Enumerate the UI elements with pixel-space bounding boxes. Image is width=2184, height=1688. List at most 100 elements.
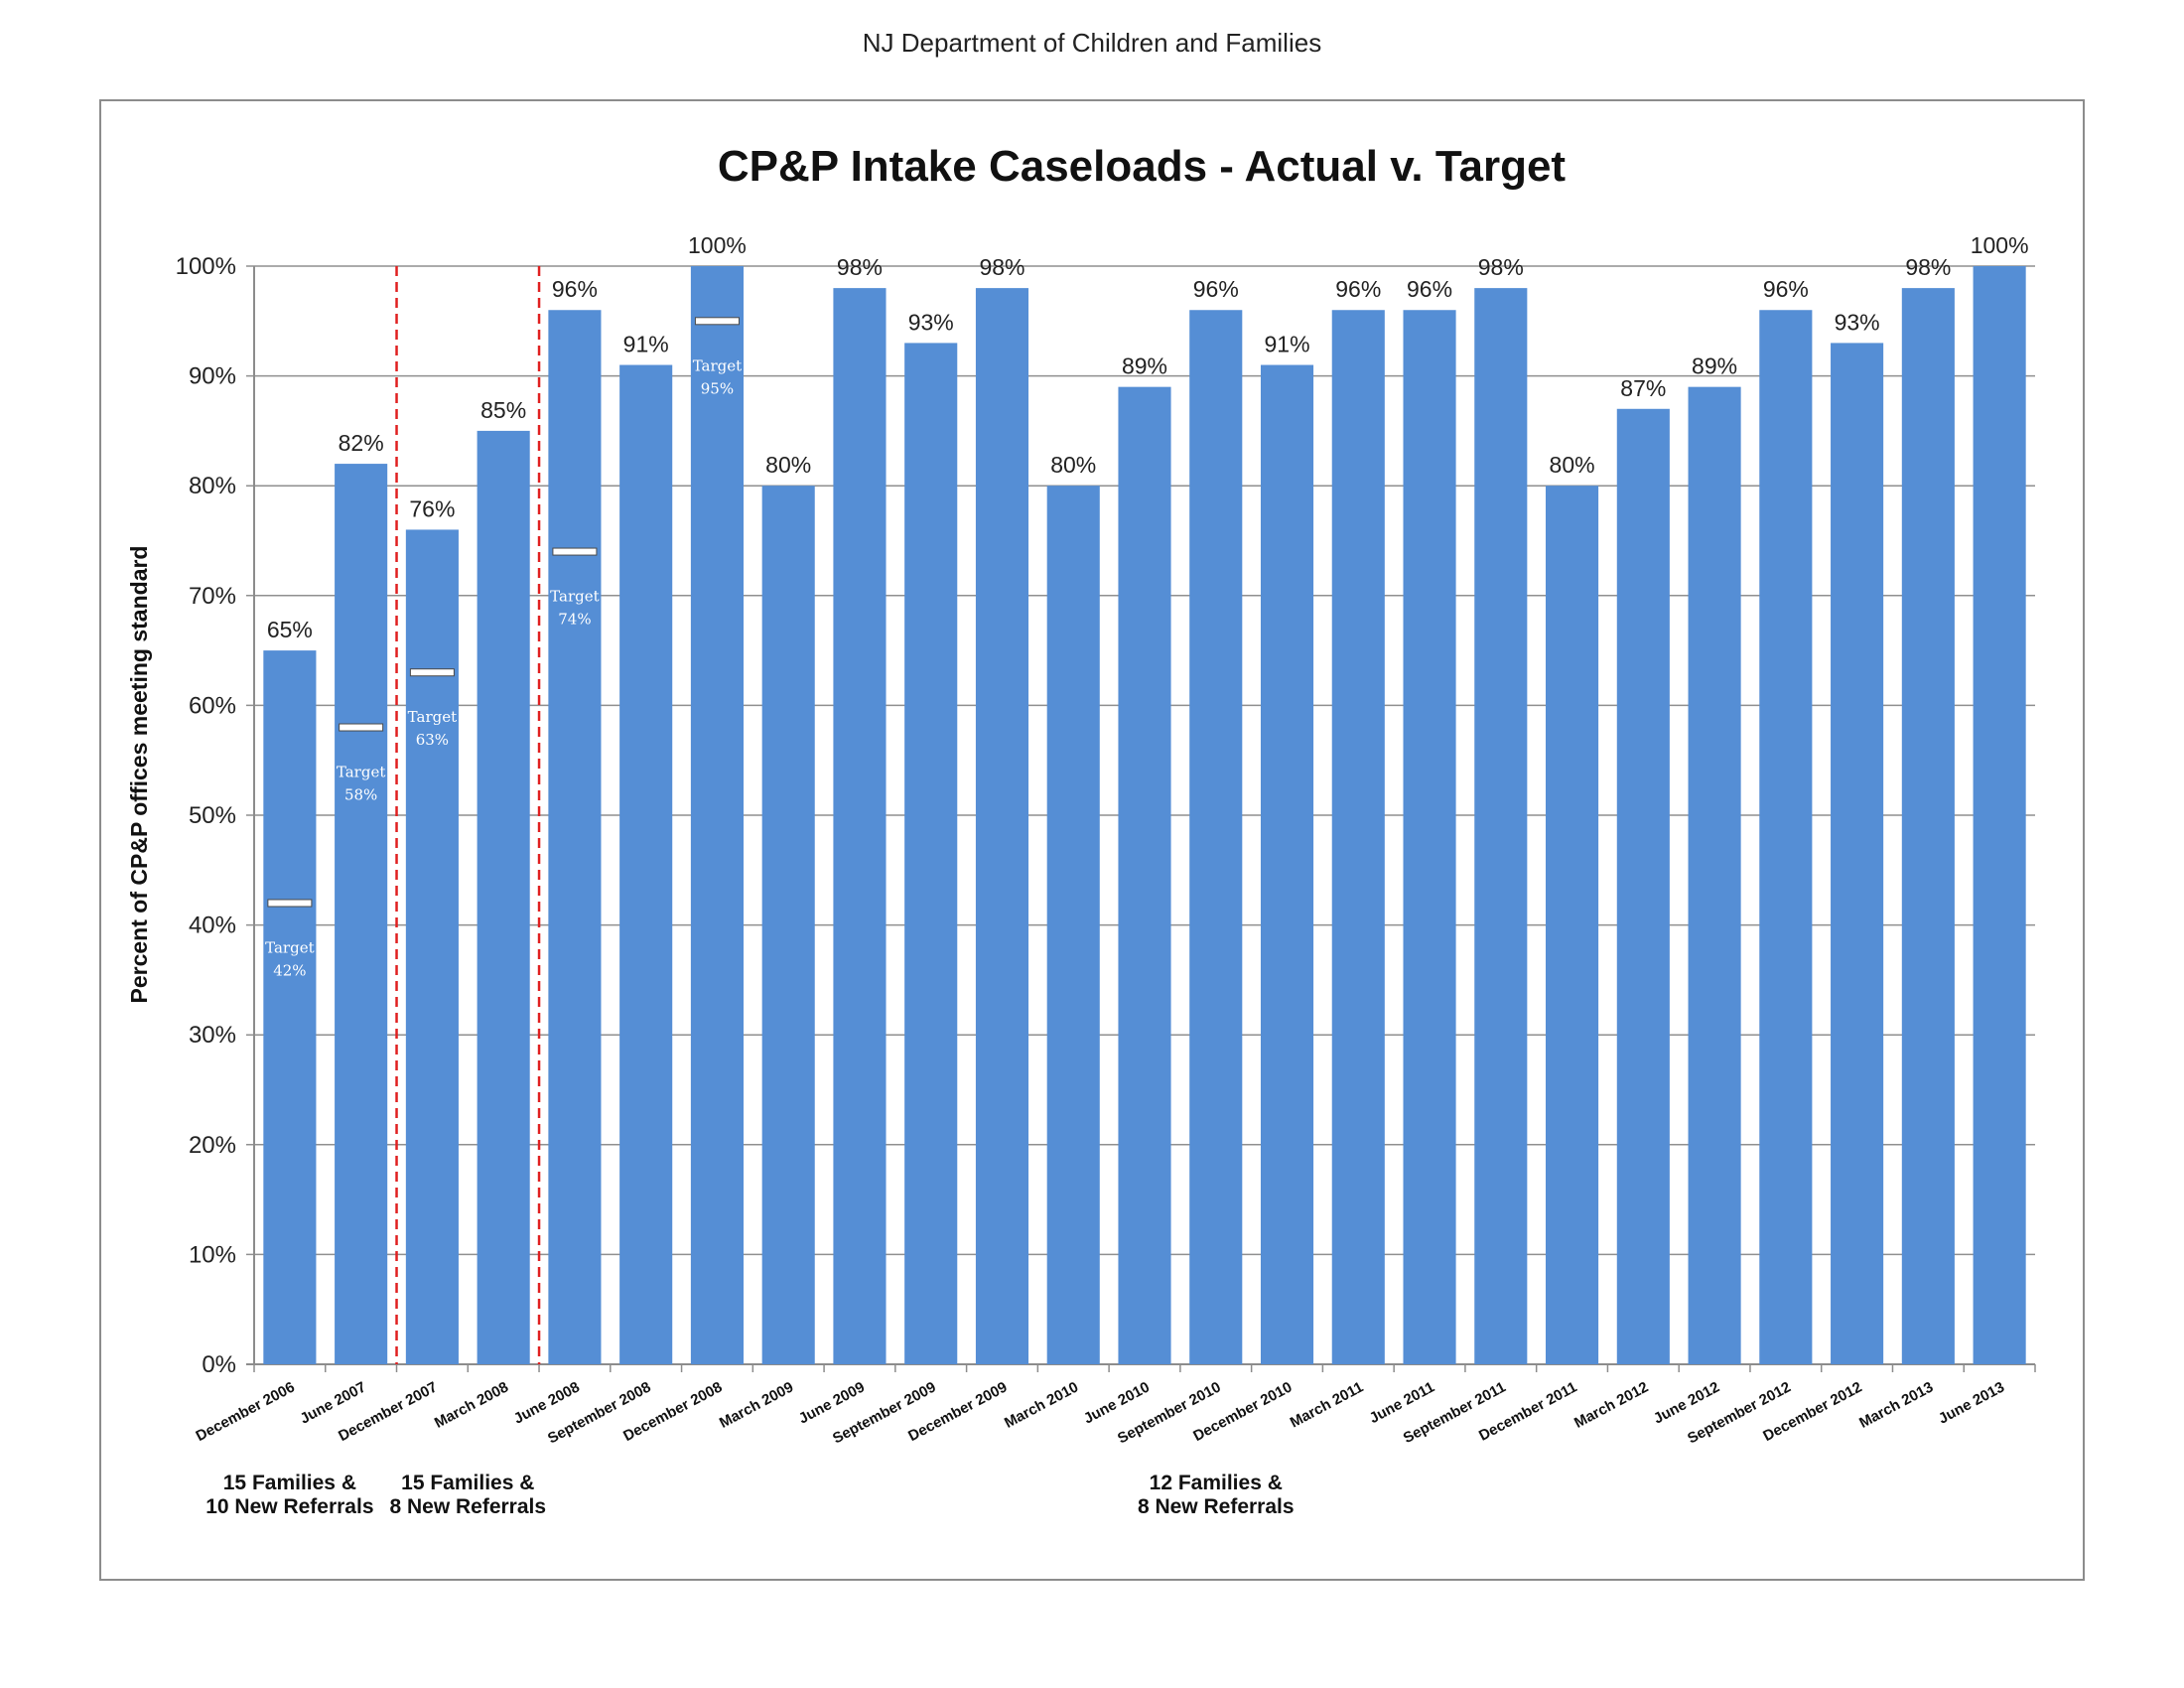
dividers-layer [395, 266, 541, 1364]
target-value-label: 95% [701, 379, 734, 397]
data-label: 80% [1050, 452, 1096, 478]
category-label: March 2013 [1856, 1379, 1936, 1432]
chart-title: CP&P Intake Caseloads - Actual v. Target [718, 142, 1567, 191]
target-word-label: Target [337, 764, 385, 781]
y-tick-label: 40% [189, 913, 236, 939]
target-word-label: Target [408, 708, 457, 726]
group-label: 10 New Referrals [205, 1495, 373, 1518]
bar [548, 310, 602, 1364]
bar [1759, 310, 1813, 1364]
bar [975, 288, 1029, 1364]
target-value-label: 42% [273, 961, 306, 979]
target-word-label: Target [693, 356, 742, 374]
y-tick-label: 80% [189, 473, 236, 499]
target-marker [267, 899, 313, 908]
bar [1901, 288, 1955, 1364]
bar [1973, 266, 2026, 1364]
bar [1118, 386, 1171, 1364]
category-label: March 2009 [717, 1379, 796, 1432]
data-label: 98% [837, 254, 883, 280]
data-label: 96% [1335, 276, 1381, 302]
data-label: 85% [480, 397, 526, 423]
data-label: 98% [1905, 254, 1951, 280]
y-tick-label: 50% [189, 802, 236, 829]
group-label: 12 Families & [1150, 1472, 1283, 1494]
group-label: 15 Families & [223, 1472, 356, 1494]
target-word-label: Target [265, 938, 314, 956]
data-label: 76% [409, 495, 455, 521]
bar [1331, 310, 1385, 1364]
data-label: 87% [1620, 375, 1666, 401]
group-label: 15 Families & [401, 1472, 534, 1494]
data-label: 93% [1835, 309, 1880, 335]
bar [405, 529, 459, 1364]
target-marker [409, 668, 455, 677]
target-marker [339, 723, 384, 732]
bars-layer [263, 266, 2026, 1365]
page-header: NJ Department of Children and Families [862, 28, 1322, 58]
category-label: March 2011 [1288, 1379, 1366, 1432]
y-axis-label: Percent of CP&P offices meeting standard [126, 546, 152, 1004]
y-tick-label: 20% [189, 1132, 236, 1159]
bar [263, 650, 317, 1364]
bar [1046, 486, 1100, 1364]
target-word-label: Target [550, 588, 599, 606]
bar [1831, 343, 1884, 1364]
group-label: 8 New Referrals [389, 1495, 546, 1518]
chart-frame [99, 99, 2085, 1581]
category-label: March 2008 [432, 1379, 511, 1432]
data-label: 82% [339, 430, 384, 456]
data-label: 65% [267, 617, 313, 642]
data-label: 89% [1692, 353, 1737, 379]
target-value-label: 63% [416, 731, 449, 749]
category-label: June 2013 [1936, 1379, 2007, 1428]
bar [477, 430, 530, 1364]
bar [1616, 408, 1670, 1364]
bar [904, 343, 958, 1364]
data-label: 91% [623, 332, 669, 357]
y-tick-label: 30% [189, 1022, 236, 1049]
data-label: 93% [908, 309, 954, 335]
y-tick-label: 90% [189, 363, 236, 390]
bar [833, 288, 887, 1364]
y-tick-label: 60% [189, 692, 236, 719]
group-label: 8 New Referrals [1138, 1495, 1295, 1518]
target-marker [552, 547, 598, 556]
data-label: 96% [1407, 276, 1452, 302]
data-label: 98% [979, 254, 1024, 280]
data-label: 96% [1193, 276, 1239, 302]
data-label: 80% [1550, 452, 1595, 478]
category-label: December 2006 [194, 1379, 298, 1446]
target-marker [694, 317, 740, 326]
targets-layer: Target 42% Target 58% Target 63% Target 74% Targ… [265, 317, 742, 979]
bar [1260, 364, 1314, 1364]
bar [1189, 310, 1243, 1364]
bar [335, 464, 388, 1365]
data-label: 96% [552, 276, 598, 302]
bar [761, 486, 815, 1364]
y-tick-label: 100% [176, 253, 236, 280]
category-label: March 2010 [1002, 1379, 1081, 1432]
target-value-label: 74% [558, 611, 591, 629]
data-label: 80% [765, 452, 811, 478]
bar [690, 266, 744, 1364]
bar [1403, 310, 1456, 1364]
data-label: 96% [1763, 276, 1809, 302]
target-value-label: 58% [344, 786, 377, 804]
data-label: 91% [1264, 332, 1309, 357]
y-tick-label: 70% [189, 583, 236, 610]
data-label: 98% [1478, 254, 1524, 280]
data-label: 89% [1122, 353, 1167, 379]
data-label: 100% [688, 232, 747, 258]
data-label: 100% [1971, 232, 2029, 258]
bar [1546, 486, 1599, 1364]
bar [1474, 288, 1528, 1364]
y-tick-label: 10% [189, 1241, 236, 1268]
axis-layer: 0% 10% 20% 30% 40% 50% 60% 70% 80% 90% 100% [176, 253, 2036, 1378]
y-tick-label: 0% [202, 1351, 236, 1378]
bar [619, 364, 673, 1364]
category-label: March 2012 [1571, 1379, 1651, 1432]
bar [1688, 386, 1741, 1364]
